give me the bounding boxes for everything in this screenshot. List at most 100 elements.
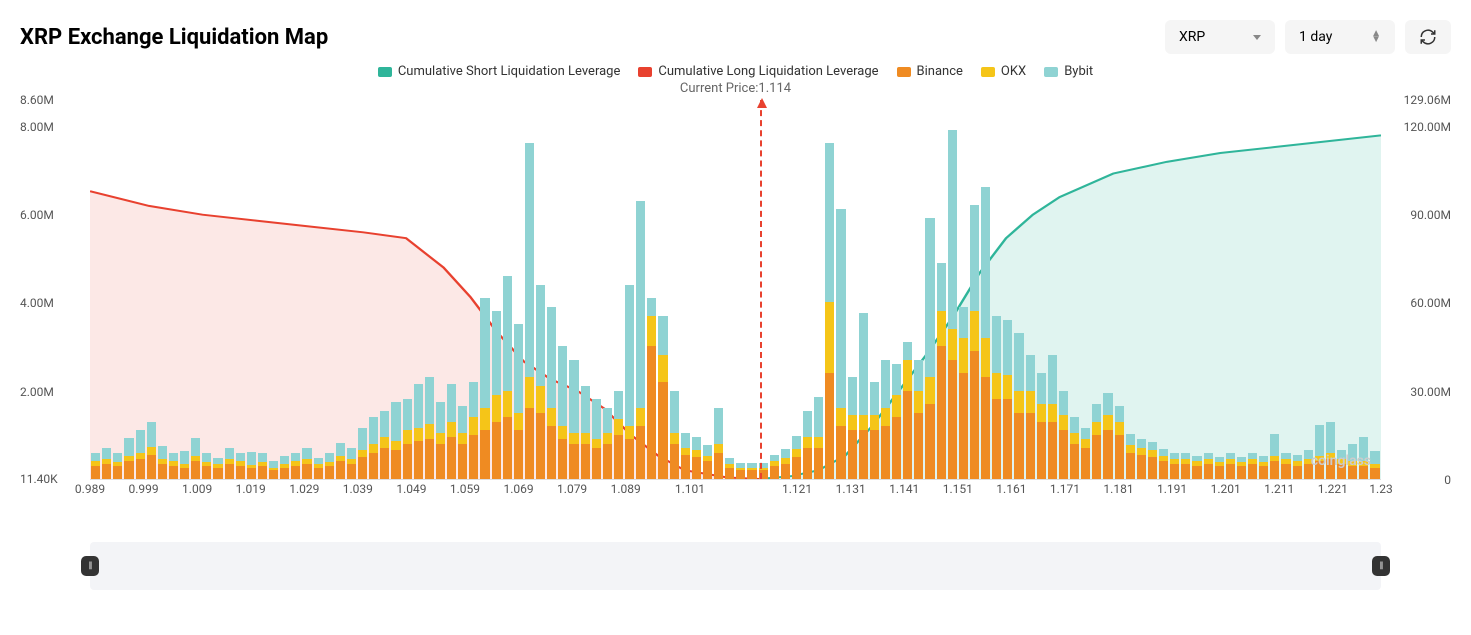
bar-column[interactable] (670, 391, 679, 479)
bar-column[interactable] (1159, 449, 1168, 479)
bar-column[interactable] (725, 458, 734, 479)
bar-column[interactable] (347, 448, 356, 479)
bar-column[interactable] (1248, 453, 1257, 479)
bar-column[interactable] (514, 324, 523, 479)
bar-column[interactable] (1126, 434, 1135, 479)
bar-column[interactable] (1315, 425, 1324, 479)
bar-column[interactable] (558, 346, 567, 479)
bar-column[interactable] (547, 307, 556, 479)
bar-column[interactable] (836, 209, 845, 479)
bar-column[interactable] (1026, 355, 1035, 479)
legend-item[interactable]: Cumulative Long Liquidation Leverage (638, 64, 878, 79)
bar-column[interactable] (1103, 393, 1112, 479)
bar-column[interactable] (714, 408, 723, 479)
bar-column[interactable] (614, 391, 623, 479)
bar-column[interactable] (336, 443, 345, 479)
bar-column[interactable] (814, 397, 823, 479)
bar-column[interactable] (1014, 333, 1023, 479)
bar-column[interactable] (1148, 442, 1157, 479)
bar-column[interactable] (1237, 457, 1246, 479)
bar-column[interactable] (959, 307, 968, 479)
asset-dropdown[interactable]: XRP (1165, 20, 1275, 54)
bar-column[interactable] (859, 313, 868, 479)
bar-column[interactable] (636, 201, 645, 479)
bar-column[interactable] (469, 382, 478, 479)
bar-column[interactable] (158, 446, 167, 479)
bar-column[interactable] (770, 455, 779, 479)
bar-column[interactable] (925, 218, 934, 479)
bar-column[interactable] (358, 428, 367, 479)
bar-column[interactable] (380, 411, 389, 479)
bar-column[interactable] (169, 453, 178, 479)
bar-column[interactable] (881, 360, 890, 479)
bar-column[interactable] (1181, 453, 1190, 479)
bar-column[interactable] (1337, 450, 1346, 479)
bar-column[interactable] (603, 408, 612, 479)
bar-column[interactable] (1137, 439, 1146, 479)
bar-column[interactable] (1048, 355, 1057, 479)
bar-column[interactable] (1293, 455, 1302, 479)
bar-column[interactable] (1059, 391, 1068, 479)
bar-column[interactable] (914, 360, 923, 479)
bar-column[interactable] (647, 298, 656, 479)
bar-column[interactable] (447, 384, 456, 479)
bar-column[interactable] (525, 143, 534, 479)
bar-column[interactable] (1081, 428, 1090, 479)
bar-column[interactable] (236, 453, 245, 479)
bar-column[interactable] (1259, 456, 1268, 479)
bar-column[interactable] (781, 449, 790, 479)
bar-column[interactable] (492, 311, 501, 479)
bar-column[interactable] (91, 453, 100, 479)
bar-column[interactable] (937, 263, 946, 479)
bar-column[interactable] (191, 438, 200, 479)
scrub-handle-left[interactable]: || (81, 556, 99, 576)
bar-column[interactable] (970, 205, 979, 479)
bar-column[interactable] (1192, 456, 1201, 479)
bar-column[interactable] (792, 436, 801, 479)
refresh-button[interactable] (1405, 20, 1451, 54)
bar-column[interactable] (870, 382, 879, 479)
legend-item[interactable]: Cumulative Short Liquidation Leverage (378, 64, 621, 79)
bar-column[interactable] (1204, 453, 1213, 479)
bar-column[interactable] (147, 422, 156, 479)
bar-column[interactable] (180, 451, 189, 479)
bar-column[interactable] (1037, 373, 1046, 479)
bar-column[interactable] (391, 402, 400, 479)
bar-column[interactable] (291, 453, 300, 479)
bar-column[interactable] (1115, 406, 1124, 479)
bar-column[interactable] (436, 402, 445, 479)
bar-column[interactable] (981, 187, 990, 479)
bar-column[interactable] (124, 438, 133, 479)
range-dropdown[interactable]: 1 day ▲▼ (1285, 20, 1395, 54)
bar-column[interactable] (1370, 451, 1379, 479)
bar-column[interactable] (480, 298, 489, 479)
bar-column[interactable] (536, 285, 545, 479)
bar-column[interactable] (1170, 453, 1179, 479)
bar-column[interactable] (1215, 457, 1224, 479)
bar-column[interactable] (747, 463, 756, 479)
bar-column[interactable] (703, 445, 712, 479)
bar-column[interactable] (102, 448, 111, 479)
range-scrubber[interactable]: || || (90, 542, 1381, 590)
scrub-handle-right[interactable]: || (1372, 556, 1390, 576)
bar-column[interactable] (903, 342, 912, 479)
bar-column[interactable] (369, 417, 378, 479)
bar-column[interactable] (425, 377, 434, 479)
bar-column[interactable] (592, 399, 601, 479)
bar-column[interactable] (848, 377, 857, 479)
bar-column[interactable] (414, 384, 423, 479)
bar-column[interactable] (314, 458, 323, 479)
bar-column[interactable] (269, 461, 278, 479)
bar-column[interactable] (1226, 453, 1235, 479)
bar-column[interactable] (1348, 444, 1357, 479)
bar-column[interactable] (1359, 437, 1368, 479)
legend-item[interactable]: OKX (981, 64, 1026, 79)
bar-column[interactable] (581, 386, 590, 479)
bar-column[interactable] (1003, 320, 1012, 479)
bar-column[interactable] (325, 453, 334, 479)
bar-column[interactable] (113, 453, 122, 479)
bar-column[interactable] (1304, 450, 1313, 479)
bar-column[interactable] (258, 453, 267, 479)
bar-column[interactable] (892, 364, 901, 479)
legend-item[interactable]: Bybit (1044, 64, 1093, 79)
